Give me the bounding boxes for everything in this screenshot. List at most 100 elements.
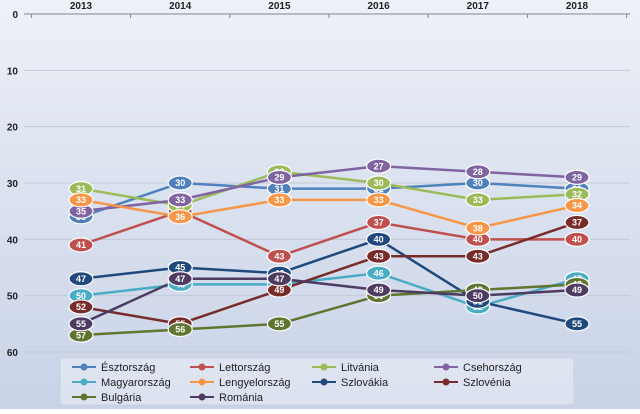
data-label: 40 [572,235,582,245]
data-label: 30 [175,178,185,188]
data-label: 49 [274,285,284,295]
data-label: 56 [175,325,185,335]
data-point [366,192,392,208]
data-label: 36 [175,212,185,222]
data-label: 33 [76,195,86,205]
y-tick-label: 30 [7,179,19,190]
data-label: 55 [572,319,582,329]
data-label: 27 [374,161,384,171]
data-label: 29 [572,173,582,183]
data-point [266,192,292,208]
data-label: 28 [473,167,483,177]
data-label: 47 [76,274,86,284]
series-line [80,198,578,230]
legend-label: Csehország [463,362,522,374]
data-label: 37 [572,218,582,228]
data-point [366,248,392,264]
data-label: 43 [473,251,483,261]
legend-label: Románia [219,392,264,404]
data-label: 31 [76,184,86,194]
y-tick-label: 40 [7,235,19,246]
data-point [366,282,392,298]
data-label: 38 [473,223,483,233]
data-point [465,248,491,264]
data-label: 43 [274,251,284,261]
data-point [266,248,292,264]
series-line [80,209,577,258]
legend-swatch-marker [442,363,450,371]
series-line [80,238,578,326]
legend-swatch-marker [198,378,206,386]
data-label: 32 [572,189,582,199]
data-label: 30 [473,178,483,188]
data-label: 37 [374,218,384,228]
data-point [564,169,590,185]
data-point [366,265,392,281]
data-point [167,175,193,191]
x-tick-label: 2013 [70,1,93,12]
data-point [366,214,392,231]
data-label: 52 [76,302,86,312]
y-tick-label: 60 [7,348,19,359]
data-point [266,169,292,185]
legend-swatch-marker [442,378,450,386]
y-tick-label: 10 [7,66,19,77]
data-label: 55 [274,319,284,329]
data-label: 29 [274,173,284,183]
data-point [564,316,590,332]
series-line [80,277,578,325]
data-label: 50 [76,291,86,301]
data-label: 41 [76,240,86,250]
data-label: 35 [76,206,86,216]
y-tick-label: 0 [12,10,18,21]
legend-swatch-marker [198,363,206,371]
data-point [167,192,193,208]
data-point [564,214,590,231]
data-label: 47 [274,274,284,284]
data-label: 33 [473,195,483,205]
legend-swatch-marker [320,363,328,371]
data-point [564,197,590,214]
series-line [80,221,578,326]
legend-swatch-marker [80,363,88,371]
data-point [465,164,491,180]
legend-swatch-marker [198,393,206,401]
y-tick-label: 20 [7,123,19,134]
data-point [167,271,193,287]
legend-label: Szlovénia [463,377,512,389]
data-point [465,192,491,208]
y-tick-label: 50 [7,292,19,303]
data-label: 33 [274,195,284,205]
series-line [80,283,578,337]
data-point [564,282,590,298]
data-point [68,271,94,287]
legend-label: Lettország [219,362,270,374]
legend-swatch-marker [320,378,328,386]
data-label: 43 [374,251,384,261]
data-label: 40 [473,235,483,245]
data-label: 47 [175,274,185,284]
data-point [68,316,94,332]
data-label: 30 [374,178,384,188]
legend-label: Bulgária [101,392,142,404]
data-point [465,220,491,236]
data-point [68,299,94,315]
legend-label: Szlovákia [341,377,389,389]
data-label: 46 [374,268,384,278]
data-point [465,288,491,304]
x-tick-label: 2014 [169,1,192,12]
legend-swatch-marker [80,378,88,386]
data-label: 49 [374,285,384,295]
data-label: 31 [274,184,284,194]
data-label: 34 [572,201,582,211]
series-line [80,164,578,213]
legend-swatch-marker [80,393,88,401]
data-label: 55 [76,319,86,329]
legend-label: Magyarország [101,377,171,389]
data-label: 33 [175,195,185,205]
data-point [266,271,292,287]
data-point [366,158,392,174]
data-label: 49 [572,285,582,295]
